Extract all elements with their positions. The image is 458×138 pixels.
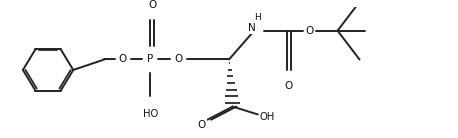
Text: OH: OH [259,112,275,122]
Text: P: P [147,55,153,64]
Text: O: O [285,81,293,91]
Text: H: H [255,13,261,22]
Text: O: O [305,26,313,36]
Text: N: N [248,23,256,33]
Text: HO: HO [142,109,158,120]
Text: O: O [174,55,183,64]
Text: O: O [119,55,127,64]
Text: O: O [198,120,206,130]
Text: O: O [148,0,156,10]
